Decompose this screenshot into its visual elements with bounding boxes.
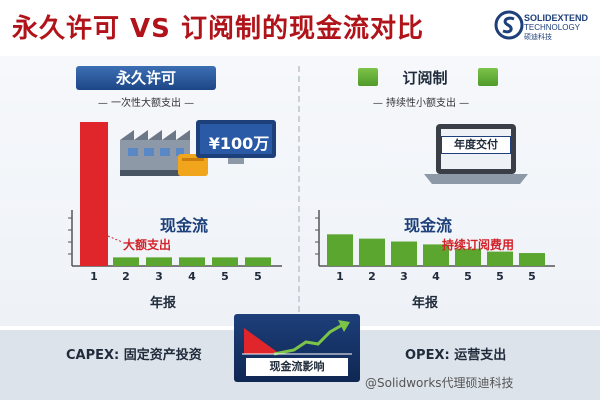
left-bar-5 <box>212 257 238 266</box>
subscription-header: 订阅制 <box>402 69 448 87</box>
left-note-pointer <box>107 235 123 243</box>
company-logo: SOLIDEXTEND TECHNOLOGY 硕迪科技 <box>494 10 594 44</box>
right-bar-7 <box>519 253 545 266</box>
price-tag: ¥100万 <box>208 134 270 153</box>
page-title: 永久许可 VS 订阅制的现金流对比 <box>12 14 424 44</box>
right-tick-label: 2 <box>368 270 376 283</box>
right-cash-flow-label: 现金流 <box>404 216 453 235</box>
annual-delivery-label: 年度交付 <box>441 136 511 154</box>
left-tick-label: 4 <box>188 270 196 283</box>
impact-graph-icon <box>242 320 352 356</box>
capex-label: CAPEX: 固定资产投资 <box>66 348 202 363</box>
right-tick-label: 3 <box>400 270 408 283</box>
subscription-subheader: — 持续性小额支出 — <box>372 98 470 109</box>
right-tick-label: 4 <box>432 270 440 283</box>
subscription-fee-note: 持续订阅费用 <box>442 238 515 252</box>
right-tick-label: 5 <box>528 270 536 283</box>
cashflow-impact-label: 现金流影响 <box>246 358 348 376</box>
right-bar-4 <box>423 244 449 266</box>
logo-line3: 硕迪科技 <box>524 33 552 41</box>
left-tick-label: 5 <box>221 270 229 283</box>
factory-icon <box>120 130 200 176</box>
left-cash-flow-label: 现金流 <box>160 216 209 235</box>
factory-money-illustration <box>120 120 276 176</box>
right-tick-label: 5 <box>496 270 504 283</box>
right-axis-label: 年报 <box>412 296 439 311</box>
left-tick-label: 2 <box>122 270 130 283</box>
right-tick-label: 5 <box>464 270 472 283</box>
green-square-left-icon <box>358 68 378 86</box>
right-bar-5 <box>455 248 481 266</box>
perpetual-subheader: — 一次性大额支出 — <box>97 98 195 109</box>
right-bar-6 <box>487 251 513 266</box>
left-tick-label: 1 <box>90 270 98 283</box>
center-divider <box>298 66 300 312</box>
green-square-right-icon <box>478 68 498 86</box>
left-bar-4 <box>179 257 205 266</box>
perpetual-license-header: 永久许可 <box>76 66 216 90</box>
large-expense-note: 大额支出 <box>123 238 172 252</box>
right-bar-2 <box>359 238 385 266</box>
perpetual-cashflow-chart: 1 2 3 4 5 5 <box>68 122 282 283</box>
left-bar-6 <box>245 257 271 266</box>
logo-line1: SOLIDEXTEND <box>524 13 589 23</box>
left-bar-1 <box>80 122 108 266</box>
left-bar-2 <box>113 257 139 266</box>
watermark: @Solidworks代理硕迪科技 <box>365 376 514 390</box>
left-axis-label: 年报 <box>150 296 177 311</box>
right-bar-3 <box>391 241 417 266</box>
left-tick-label: 5 <box>254 270 262 283</box>
left-bar-3 <box>146 257 172 266</box>
logo-line2: TECHNOLOGY <box>524 23 581 32</box>
right-bar-1 <box>327 234 353 266</box>
logo-s-icon <box>494 10 524 40</box>
monitor-icon <box>196 120 276 164</box>
gold-bag-icon <box>178 154 208 176</box>
opex-label: OPEX: 运营支出 <box>405 348 507 363</box>
subscription-cashflow-chart: 1 2 3 4 5 5 5 <box>315 210 555 283</box>
left-tick-label: 3 <box>155 270 163 283</box>
right-tick-label: 1 <box>336 270 344 283</box>
